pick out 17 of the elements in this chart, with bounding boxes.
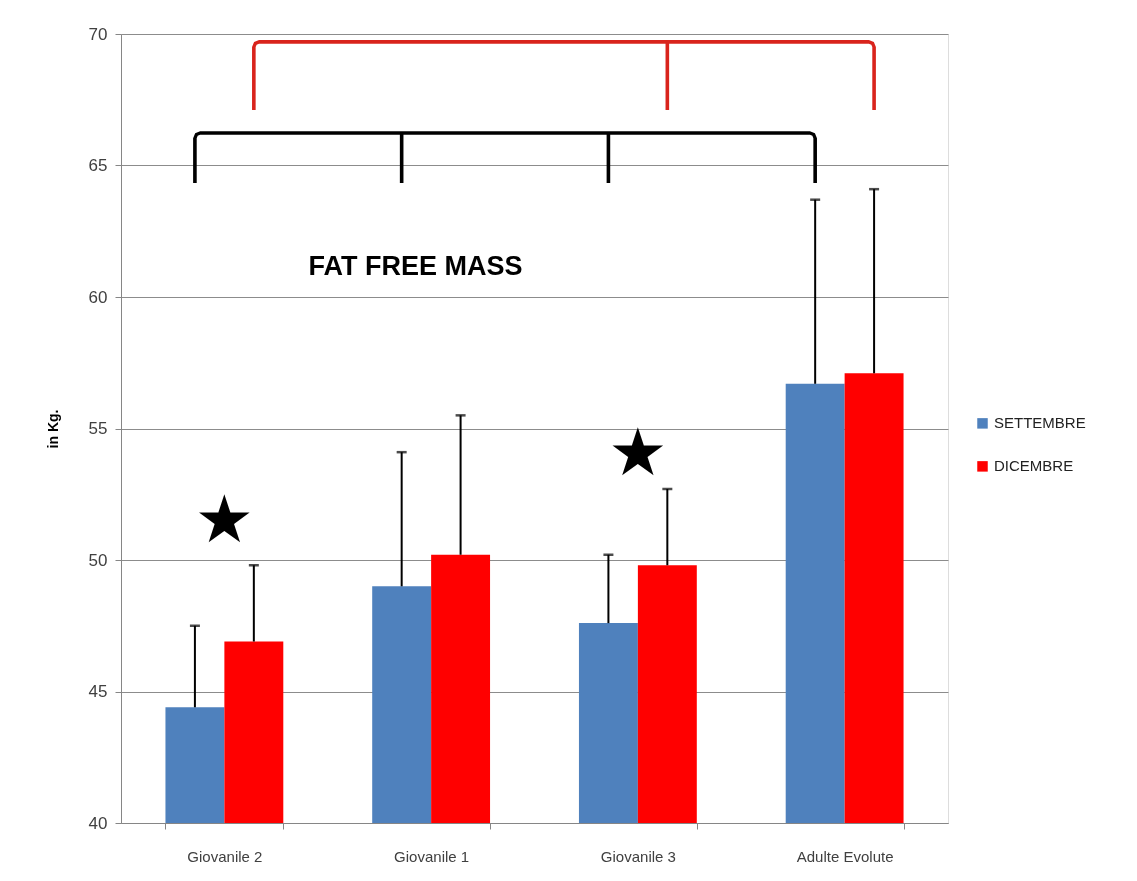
y-tick-label: 45 bbox=[88, 682, 108, 701]
x-tick-label: Giovanile 1 bbox=[394, 847, 470, 865]
y-tick-label: 50 bbox=[88, 550, 108, 570]
legend-label: DICEMBRE bbox=[994, 457, 1074, 475]
y-tick-label: 60 bbox=[88, 287, 108, 307]
x-tick-label: Giovanile 3 bbox=[600, 847, 676, 865]
legend-label: SETTEMBRE bbox=[994, 414, 1086, 432]
y-tick-label: 70 bbox=[88, 24, 108, 44]
x-tick-label: Adulte Evolute bbox=[796, 847, 894, 865]
y-tick-label: 55 bbox=[88, 419, 108, 438]
y-tick-label: 40 bbox=[88, 813, 108, 833]
annotation: ★ bbox=[194, 480, 254, 558]
y-tick-label: 65 bbox=[88, 156, 108, 175]
annotation: ★ bbox=[608, 413, 668, 491]
y-axis-title: in Kg. bbox=[44, 409, 61, 449]
text: FAT FREE MASS bbox=[308, 250, 523, 281]
x-tick-label: Giovanile 2 bbox=[187, 847, 263, 865]
